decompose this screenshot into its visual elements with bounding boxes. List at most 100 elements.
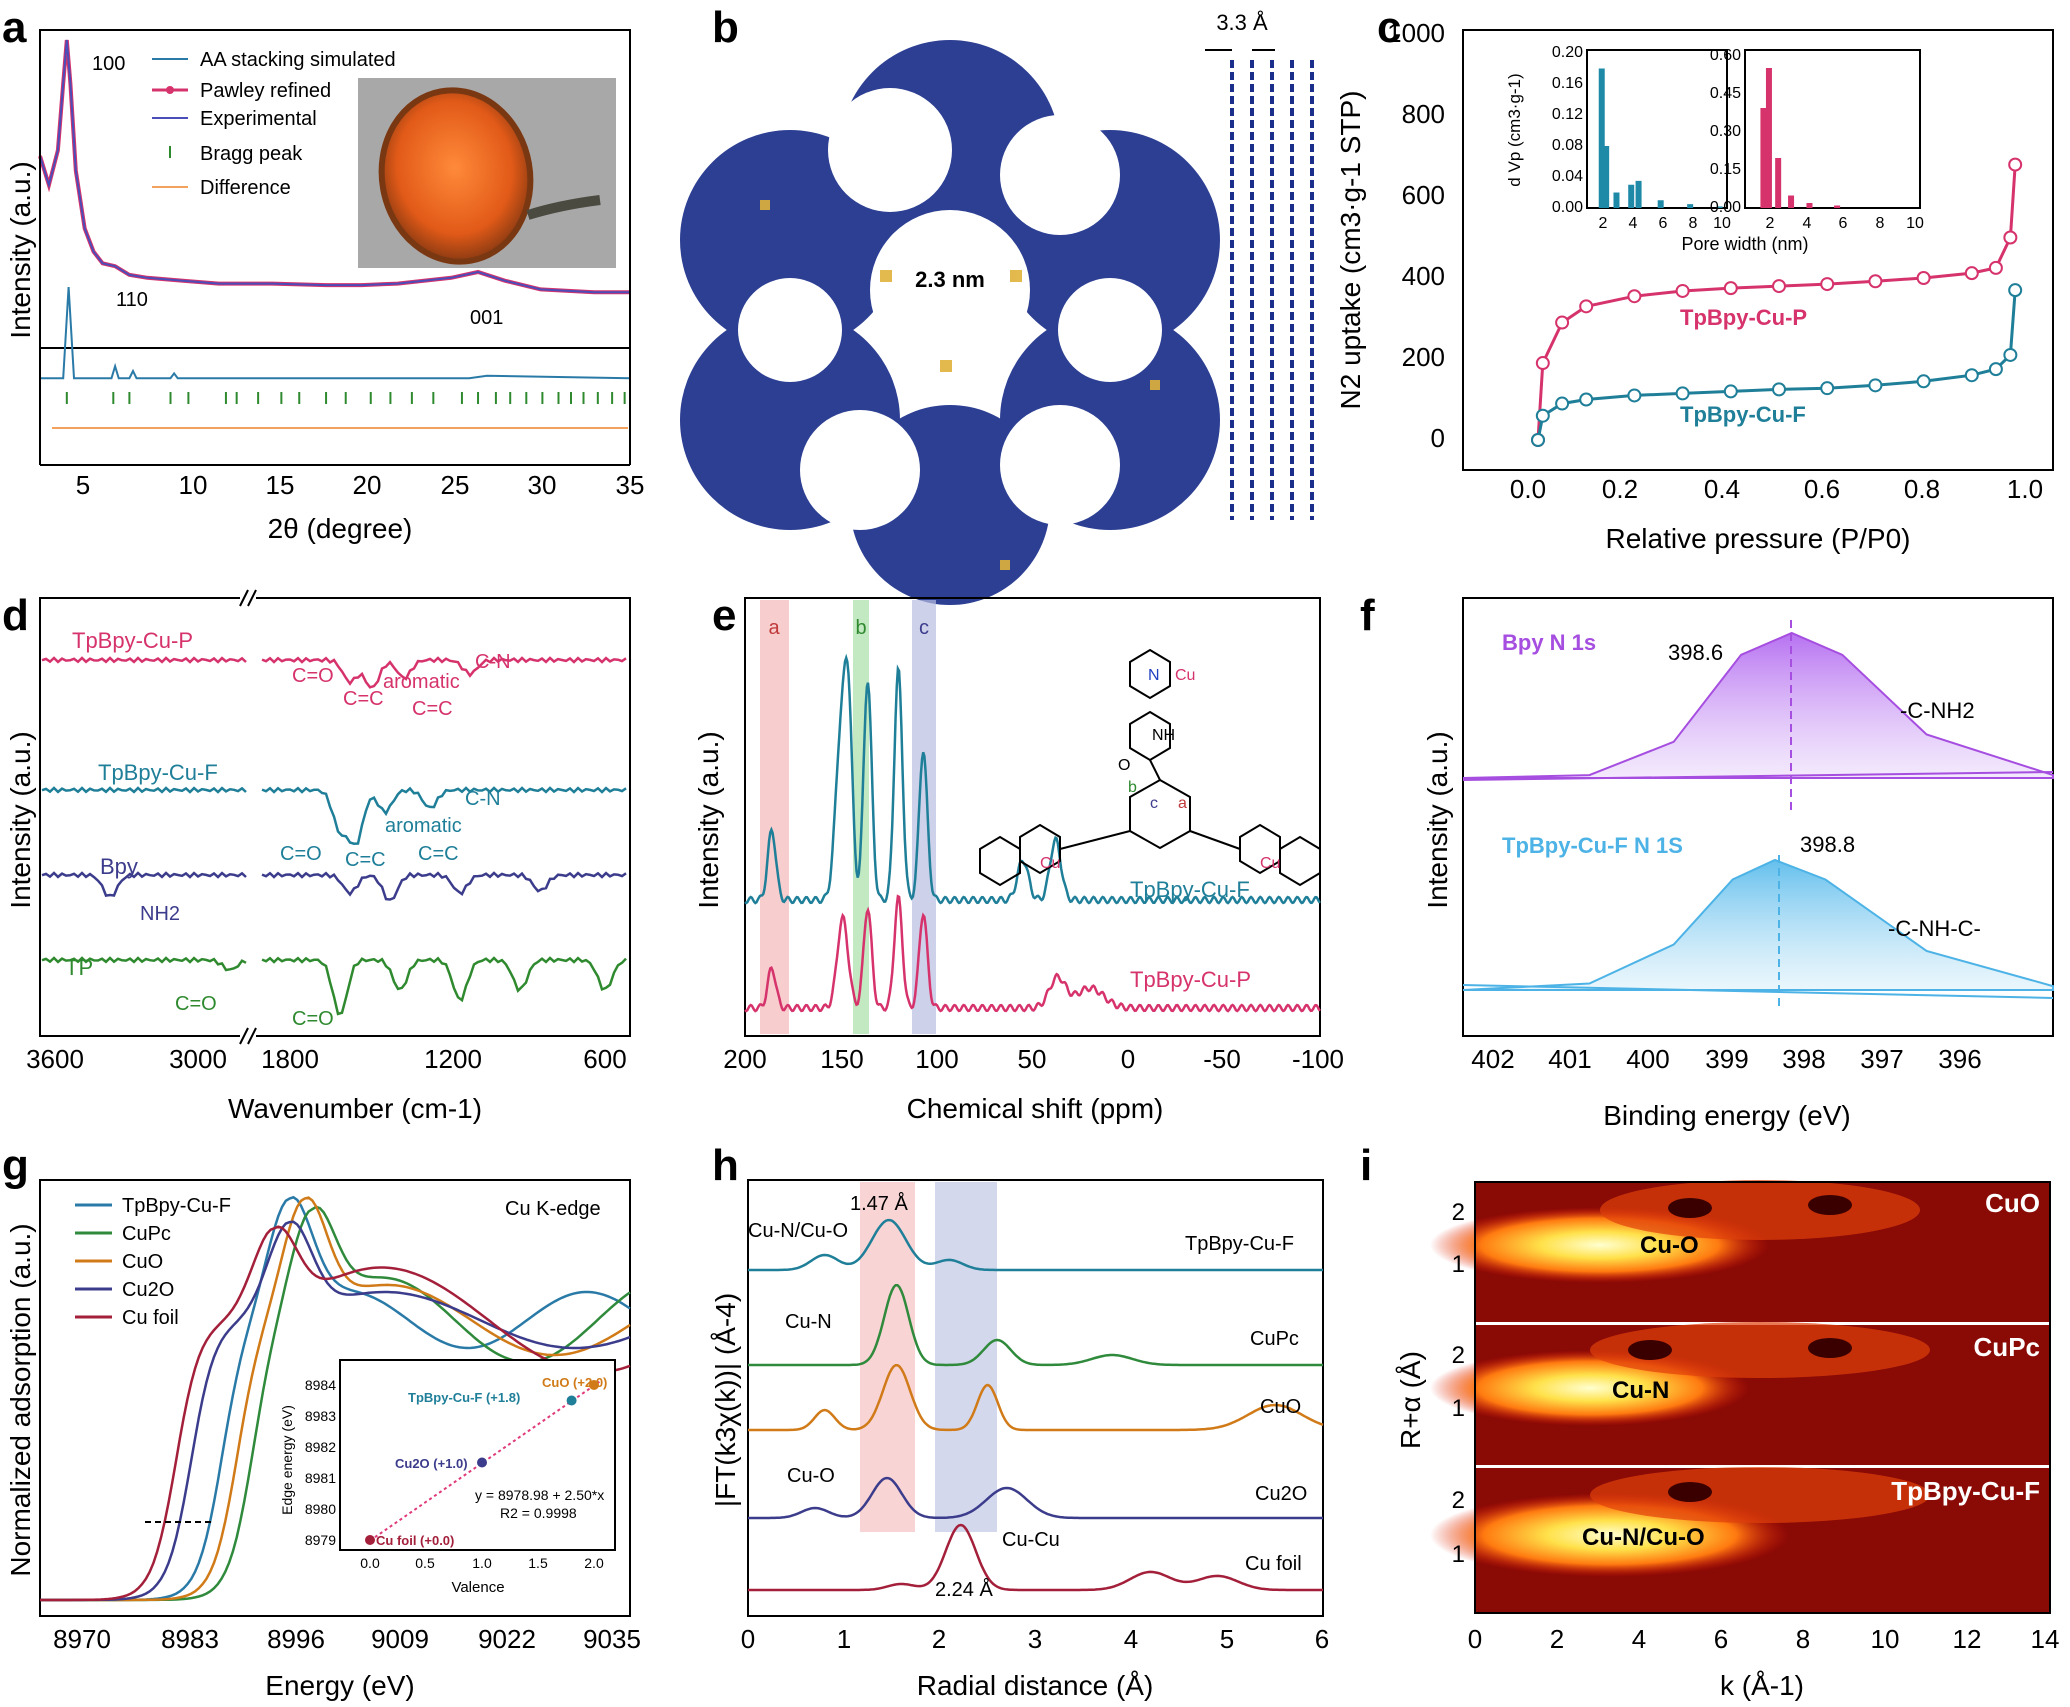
structure-atom: Cu [1260, 855, 1280, 872]
peak-position: 398.8 [1800, 832, 1855, 857]
y-tick: 1000 [1387, 18, 1445, 48]
series-label: TpBpy-Cu-F [1680, 402, 1806, 427]
isotherm-point [1627, 289, 1642, 304]
isotherm-point [2008, 283, 2023, 298]
panel-a: a AA stacking simulated Pawley refined E… [2, 3, 644, 544]
x-tick: 6 [1714, 1624, 1728, 1654]
x-tick: 0 [1468, 1624, 1482, 1654]
isotherm-point [1916, 271, 1931, 285]
x-axis-label: Relative pressure (P/P0) [1605, 523, 1910, 554]
inset-x-tick: 6 [1839, 215, 1848, 232]
structure-atom: N [1148, 667, 1160, 684]
annotation: 2.24 Å [935, 1578, 993, 1601]
panel-e: e a b c Cu N NH O b c a Cu Cu TpBpy-Cu-F… [693, 591, 1344, 1124]
fit-equation: y = 8978.98 + 2.50*x [475, 1487, 604, 1503]
highlight-bands: a b c [760, 600, 936, 1034]
trace-label: TP [65, 955, 93, 980]
pore-bar [1834, 205, 1841, 208]
isotherm-point [1772, 382, 1786, 397]
wavelet-map-CuPc: CuPc Cu-N [1430, 1322, 2050, 1465]
structure-atom: Cu [1040, 855, 1060, 872]
panel-letter: a [2, 3, 27, 52]
inset-y-tick: 0.20 [1552, 44, 1583, 61]
x-tick: 10 [179, 470, 208, 500]
x-tick: 5 [76, 470, 90, 500]
wavelet-map-CuO: CuO Cu-O [1430, 1180, 2050, 1322]
band-label: C=O [292, 665, 334, 687]
isotherm-point [1555, 315, 1570, 330]
inset-point-label: CuO (+2.0) [542, 1375, 607, 1390]
legend: TpBpy-Cu-F CuPc CuO Cu2O Cu foil [75, 1195, 231, 1329]
structure-atom: b [1128, 779, 1137, 796]
inset-x-label: Valence [451, 1579, 504, 1596]
peak-label: 110 [116, 289, 148, 311]
pore-bar [1806, 203, 1813, 208]
isotherm-point [1675, 283, 1690, 298]
inset-point [477, 1457, 487, 1468]
inset-x-tick: 8 [1876, 215, 1885, 232]
inset-x-label: Pore width (nm) [1681, 234, 1808, 254]
simulated-curve [40, 286, 631, 380]
x-tick: 8996 [267, 1624, 325, 1654]
band-letter: b [855, 617, 866, 639]
isotherm-point [1675, 386, 1690, 401]
ftir-traces [41, 656, 627, 1016]
interlayer-distance-label: 3.3 Å [1216, 10, 1268, 35]
bond-label: Cu-N/Cu-O [1582, 1524, 1705, 1551]
axis-break [239, 589, 257, 1045]
legend-item: Experimental [200, 108, 317, 130]
band-label: C=O [292, 1008, 334, 1030]
pore-size-inset: d Vp (cm3·g-1) 0.00 0.04 0.08 0.12 0.16 … [1505, 44, 1924, 254]
inset-y-label: Edge energy (eV) [279, 1405, 295, 1515]
legend-item: Bragg peak [200, 143, 303, 165]
isotherm-point [1964, 368, 1979, 383]
x-tick: 402 [1471, 1044, 1514, 1074]
trace-label: TpBpy-Cu-P [72, 628, 193, 653]
x-tick: 25 [441, 470, 470, 500]
structure-atom: Cu [1175, 667, 1195, 684]
inset-x-tick: 10 [1906, 215, 1924, 232]
trace-label: TpBpy-Cu-F [1185, 1233, 1294, 1255]
isotherm-point [2003, 230, 2018, 245]
isotherm-point [1988, 362, 2003, 377]
x-ticks: 0.0 0.2 0.4 0.6 0.8 1.0 [1510, 474, 2043, 504]
band-letter: a [768, 617, 780, 639]
x-tick: 15 [266, 470, 295, 500]
experimental-curve [39, 39, 630, 294]
map-label: TpBpy-Cu-F [1891, 1476, 2040, 1506]
edge-label: Cu K-edge [505, 1198, 601, 1220]
x-tick: 8970 [53, 1624, 111, 1654]
structure-atom: a [1178, 795, 1187, 812]
panel-letter: f [1360, 591, 1375, 640]
nmr-trace [744, 653, 1321, 905]
panel-letter: c [1377, 3, 1401, 52]
x-axis-label: Binding energy (eV) [1603, 1100, 1850, 1131]
panel-letter: h [712, 1141, 739, 1190]
inset-point [589, 1380, 599, 1390]
x-tick: 3600 [26, 1044, 84, 1074]
isotherm-point [1555, 396, 1570, 411]
inset-x-tick: 0.0 [360, 1555, 380, 1571]
map-label: CuO [1985, 1188, 2040, 1218]
legend-item: AA stacking simulated [200, 49, 396, 71]
isotherm-point [1820, 277, 1835, 292]
structure-atom: O [1118, 757, 1130, 774]
pore-bar [1775, 158, 1782, 208]
inset-y-tick: 0.45 [1710, 85, 1741, 102]
pore-bar [1788, 195, 1795, 208]
y-axis-label: Intensity (a.u.) [5, 731, 36, 908]
panel-c: c 0 200 400 600 800 1000 TpBpy-Cu-P TpBp… [1335, 3, 2054, 554]
trace-label: TpBpy-Cu-F N 1S [1502, 833, 1683, 858]
inset-point-label: Cu2O (+1.0) [395, 1456, 468, 1471]
isotherm-point [1579, 392, 1594, 407]
isotherm-point [2003, 347, 2018, 362]
band-label: C=O [280, 843, 322, 865]
band-label: aromatic [383, 671, 460, 693]
xps-peak-tpbpy [1462, 858, 2054, 991]
x-ticks: 0 1 2 3 4 5 6 [741, 1624, 1329, 1654]
y-axis-label: N2 uptake (cm3·g-1 STP) [1335, 91, 1366, 410]
pore-bar [1716, 206, 1723, 208]
x-tick: 3 [1028, 1624, 1042, 1654]
inset-x-tick: 2 [1599, 215, 1608, 232]
band-label: C=C [412, 698, 453, 720]
